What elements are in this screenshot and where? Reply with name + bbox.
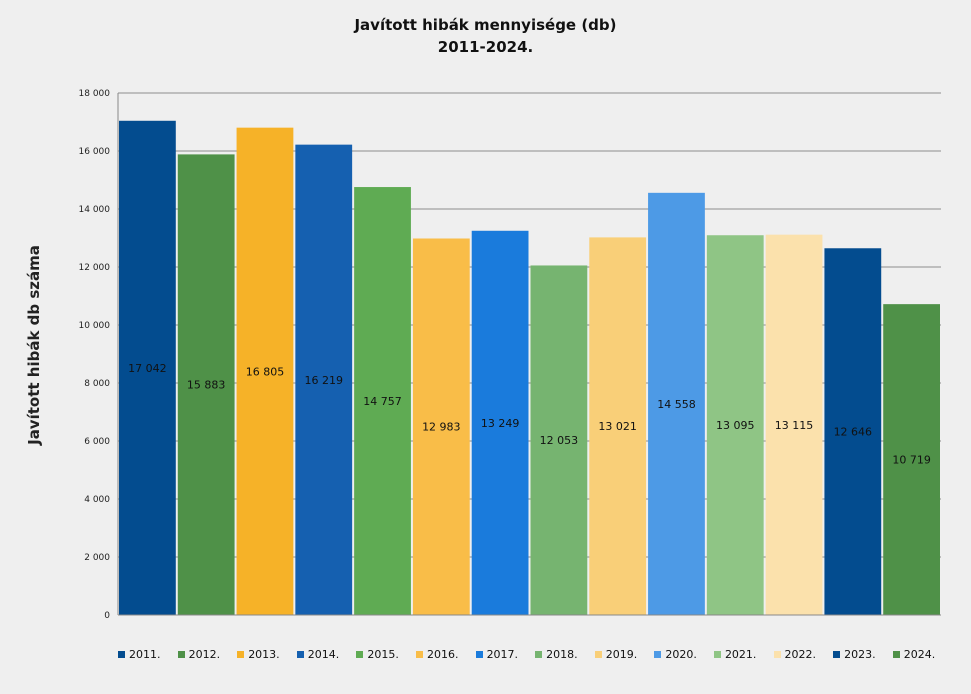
legend-item: 2019. <box>594 646 655 662</box>
legend-label: 2013. <box>248 647 280 661</box>
legend-item: 2023. <box>833 646 893 662</box>
bar-2011 <box>119 120 176 616</box>
bar-2012 <box>177 154 235 615</box>
y-tick-label: 12 000 <box>79 263 111 273</box>
bar-2018 <box>530 265 588 615</box>
legend-item: 2017. <box>475 646 536 662</box>
bar-2013 <box>236 127 294 615</box>
legend-item: 2013. <box>237 646 297 662</box>
legend-label: 2019. <box>605 647 638 661</box>
y-tick-label: 4 000 <box>84 495 110 505</box>
data-label: 13 115 <box>775 419 814 432</box>
chart-title-line-2: 2011-2024. <box>437 38 534 56</box>
legend-item: 2018. <box>535 646 595 662</box>
data-label: 10 719 <box>892 454 931 467</box>
bar-2023 <box>824 248 882 616</box>
legend-swatch <box>177 650 185 658</box>
legend-label: 2016. <box>426 647 459 661</box>
bar-2024 <box>883 304 940 615</box>
legend-swatch <box>654 650 662 658</box>
bar-2021 <box>706 235 764 615</box>
bar-2014 <box>295 144 353 616</box>
legend-swatch <box>892 650 900 658</box>
y-tick-label: 6 000 <box>84 437 110 447</box>
data-label: 14 558 <box>657 398 696 411</box>
data-label: 13 095 <box>716 419 755 432</box>
legend-swatch <box>415 650 423 658</box>
data-label: 13 249 <box>481 417 520 430</box>
bar-2019 <box>589 237 647 616</box>
bar-2017 <box>471 230 529 616</box>
legend-swatch <box>833 650 841 658</box>
legend-label: 2020. <box>665 647 697 661</box>
data-label: 12 646 <box>834 426 873 439</box>
legend-swatch <box>356 650 364 658</box>
legend-swatch <box>296 650 304 658</box>
legend-label: 2023. <box>844 647 876 661</box>
legend-swatch <box>475 650 483 658</box>
data-label: 15 883 <box>187 379 226 392</box>
legend-label: 2017. <box>486 647 519 661</box>
legend-swatch <box>713 650 721 658</box>
legend-item: 2022. <box>773 646 834 662</box>
data-label: 12 983 <box>422 421 461 434</box>
legend-label: 2015. <box>367 647 399 661</box>
legend-item: 2012. <box>177 646 238 662</box>
data-label: 14 757 <box>363 395 402 408</box>
y-tick-label: 18 000 <box>79 89 111 99</box>
legend-item: 2016. <box>415 646 476 662</box>
data-label: 17 042 <box>128 362 167 375</box>
legend-label: 2021. <box>724 647 757 661</box>
data-label: 16 219 <box>305 374 344 387</box>
bar-2020 <box>648 192 705 615</box>
y-tick-label: 8 000 <box>84 379 110 389</box>
legend-label: 2014. <box>307 647 340 661</box>
legend-swatch <box>237 650 245 658</box>
legend-swatch <box>535 650 543 658</box>
bar-2015 <box>354 187 411 615</box>
legend-label: 2022. <box>784 647 817 661</box>
y-tick-label: 10 000 <box>79 321 111 331</box>
legend-item: 2021. <box>713 646 774 662</box>
chart-legend: 2011. 2012. 2013. 2014. 2015. 2016. 2017. 2018.… <box>118 646 952 662</box>
chart-title: Javított hibák mennyisége (db) 2011-2024… <box>0 14 971 58</box>
legend-label: 2018. <box>546 647 578 661</box>
legend-swatch <box>594 650 602 658</box>
y-tick-label: 16 000 <box>79 147 111 157</box>
data-label: 16 805 <box>246 365 285 378</box>
y-tick-label: 2 000 <box>84 553 110 563</box>
legend-item: 2014. <box>296 646 357 662</box>
legend-item: 2024. <box>892 646 953 662</box>
legend-item: 2020. <box>654 646 714 662</box>
legend-swatch <box>773 650 781 658</box>
bar-2016 <box>412 238 470 616</box>
y-tick-label: 0 <box>104 611 110 621</box>
legend-label: 2011. <box>129 647 161 661</box>
legend-item: 2011. <box>118 646 178 662</box>
chart-title-line-1: Javított hibák mennyisége (db) <box>354 16 617 34</box>
y-tick-label: 14 000 <box>79 205 111 215</box>
legend-swatch <box>118 650 125 658</box>
legend-label: 2024. <box>903 647 936 661</box>
data-label: 12 053 <box>540 434 579 447</box>
bar-2022 <box>765 234 823 616</box>
legend-item: 2015. <box>356 646 416 662</box>
legend-label: 2012. <box>188 647 221 661</box>
data-label: 13 021 <box>598 420 637 433</box>
